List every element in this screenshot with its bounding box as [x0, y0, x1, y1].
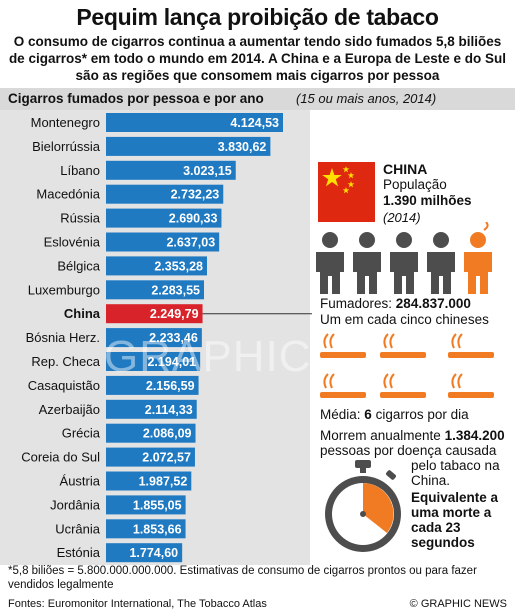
average-suffix: cigarros por dia: [375, 407, 469, 422]
deaths-block: Morrem anualmente 1.384.200 pessoas por …: [320, 428, 510, 458]
footnote: *5,8 biliões = 5.800.000.000.000. Estima…: [8, 565, 477, 591]
cigarette-icon: [448, 333, 494, 358]
data-label: 2.233,46: [149, 331, 198, 345]
cigarette-icon: [380, 373, 426, 398]
category-label: Casaquistão: [28, 378, 100, 393]
chart-header-note: (15 ou mais anos, 2014): [296, 91, 437, 106]
china-flag-icon: [318, 162, 375, 222]
data-label: 2.194,01: [147, 355, 196, 369]
bar-chart: Montenegro 4.124,53 Bielorrússia 3.830,62 Lí…: [21, 113, 312, 563]
category-label: China: [64, 306, 101, 321]
bar: [106, 304, 203, 324]
bar: [106, 471, 192, 491]
chart-header-band: Cigarros fumados por pessoa e por ano (1…: [0, 88, 515, 110]
smokers-value: 284.837.000: [395, 296, 471, 311]
data-label: 2.283,55: [151, 283, 200, 297]
population-label: População: [383, 177, 447, 192]
bar: [106, 519, 186, 539]
category-label: Bósnia Herz.: [26, 330, 100, 345]
bar: [106, 352, 201, 371]
sources: Fontes: Euromonitor International, The T…: [8, 598, 267, 610]
data-label: 2.156,59: [146, 379, 195, 393]
cigarettes-icons: [320, 333, 494, 398]
people-icons: [316, 222, 492, 294]
category-label: Bélgica: [57, 258, 100, 273]
data-label: 2.637,03: [166, 236, 215, 250]
person-icon: [353, 232, 381, 294]
average-value: 6: [364, 407, 372, 422]
data-label: 2.086,09: [143, 427, 192, 441]
person-icon: [316, 232, 344, 294]
china-label: CHINA: [383, 161, 428, 177]
data-label: 2.690,33: [169, 212, 218, 226]
deaths-text: pessoas por doença causada: [320, 443, 497, 458]
category-label: Eslovénia: [44, 235, 101, 250]
bar: [106, 184, 224, 204]
category-label: Coreia do Sul: [21, 450, 100, 465]
data-label: 1.774,60: [129, 546, 178, 560]
bar: [106, 423, 196, 443]
category-label: Macedónia: [36, 187, 100, 202]
bar: [106, 136, 271, 156]
category-label: Luxemburgo: [28, 282, 100, 297]
person-icon: [390, 232, 418, 294]
equivalent-text: Equivalente a uma morte a cada 23 segund…: [411, 490, 499, 550]
category-label: Jordânia: [50, 497, 101, 512]
stopwatch-icon: [325, 460, 401, 552]
category-label: Estónia: [57, 545, 101, 560]
cigarette-icon: [380, 333, 426, 358]
data-label: 1.855,05: [133, 498, 182, 512]
category-label: Áustria: [60, 474, 101, 489]
cigarette-icon: [448, 373, 494, 398]
data-label: 2.353,28: [154, 259, 203, 273]
population-value: 1.390 milhões: [383, 193, 472, 208]
data-label: 2.114,33: [145, 403, 193, 417]
chart-header: Cigarros fumados por pessoa e por ano: [8, 91, 264, 106]
deaths-value: 1.384.200: [444, 428, 505, 443]
bar: [106, 232, 220, 252]
bar: [106, 328, 202, 348]
category-label: Bielorrússia: [32, 139, 101, 154]
bar: [106, 256, 207, 276]
page-subtitle: O consumo de cigarros continua a aumenta…: [8, 34, 507, 83]
bar: [106, 280, 204, 300]
data-label: 4.124,53: [230, 116, 279, 130]
data-label: 3.023,15: [183, 164, 232, 178]
bar: [106, 399, 197, 419]
cigarette-icon: [320, 333, 366, 358]
bar: [106, 447, 195, 467]
average-line: Média: 6 cigarros por dia: [320, 407, 469, 422]
category-label: Rússia: [60, 211, 101, 226]
credit: © GRAPHIC NEWS: [409, 598, 507, 610]
category-label: Líbano: [60, 163, 100, 178]
cigarette-icon: [320, 373, 366, 398]
smoker-icon: [464, 222, 492, 294]
bar: [106, 113, 283, 132]
data-label: 2.732,23: [171, 188, 220, 202]
deaths-text-2: pelo tabaco na China.: [411, 458, 500, 488]
person-icon: [427, 232, 455, 294]
category-label: Azerbaijão: [39, 402, 100, 417]
data-label: 1.987,52: [139, 475, 188, 489]
category-label: Montenegro: [31, 115, 100, 130]
bar: [106, 495, 186, 515]
bar: [106, 543, 183, 563]
smokers-ratio: Um em cada cinco chineses: [320, 312, 489, 327]
data-label: 3.830,62: [218, 140, 267, 154]
data-label: 1.853,66: [133, 522, 182, 536]
deaths-prefix: Morrem anualmente: [320, 428, 441, 443]
population-year: (2014): [383, 210, 421, 225]
page-title: Pequim lança proibição de tabaco: [76, 4, 439, 30]
bar: [106, 208, 222, 228]
data-label: 2.072,57: [142, 451, 191, 465]
bar: [106, 375, 199, 395]
smokers-label: Fumadores:: [320, 296, 393, 311]
category-label: Grécia: [62, 426, 101, 441]
category-label: Rep. Checa: [31, 354, 100, 369]
average-prefix: Média:: [320, 407, 361, 422]
category-label: Ucrânia: [55, 521, 101, 536]
data-label: 2.249,79: [150, 307, 199, 321]
smokers-line: Fumadores: 284.837.000: [320, 296, 471, 311]
bar: [106, 160, 236, 180]
